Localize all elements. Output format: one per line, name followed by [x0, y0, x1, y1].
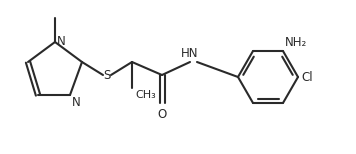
Text: O: O [157, 108, 167, 121]
Text: N: N [57, 34, 66, 47]
Text: Cl: Cl [301, 71, 313, 83]
Text: N: N [72, 96, 81, 109]
Text: HN: HN [181, 47, 199, 60]
Text: S: S [103, 69, 111, 81]
Text: NH₂: NH₂ [285, 36, 307, 49]
Text: CH₃: CH₃ [135, 90, 156, 100]
